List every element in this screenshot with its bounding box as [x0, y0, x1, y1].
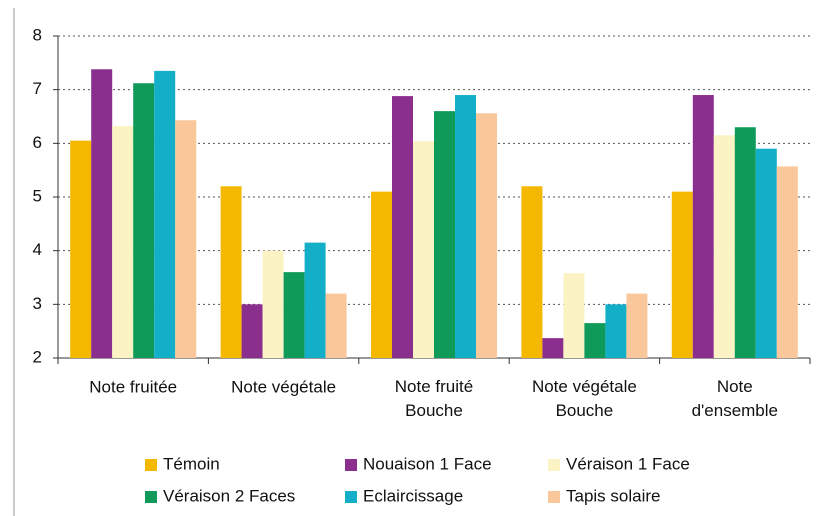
bar	[563, 273, 585, 358]
x-tick-label: Note fruitée	[89, 377, 177, 396]
bar	[325, 293, 347, 358]
bar	[154, 70, 176, 358]
bar	[755, 148, 777, 358]
legend-label: Nouaison 1 Face	[363, 454, 492, 473]
y-tick-label: 5	[33, 186, 42, 205]
bar	[70, 140, 92, 358]
bar	[220, 186, 242, 358]
y-tick-label: 7	[33, 79, 42, 98]
x-tick-label: Note fruité Bouche	[395, 377, 473, 420]
legend-swatch	[548, 459, 560, 471]
bar	[626, 293, 648, 358]
x-tick-label: Note d'ensemble	[692, 377, 778, 420]
bar	[112, 126, 134, 358]
bar	[671, 191, 693, 358]
legend-label: Véraison 2 Faces	[163, 486, 295, 505]
bar	[713, 135, 735, 358]
bar	[605, 304, 627, 358]
y-tick-label: 4	[33, 240, 42, 259]
legend-label: Véraison 1 Face	[566, 454, 690, 473]
bar	[692, 95, 714, 359]
bar	[521, 186, 543, 358]
bar	[133, 83, 155, 358]
legend-label: Témoin	[163, 454, 220, 473]
bar	[304, 242, 326, 358]
legend-swatch	[145, 491, 157, 503]
bar	[175, 120, 197, 358]
y-tick-label: 8	[33, 25, 42, 44]
bar	[262, 250, 284, 358]
bar	[584, 323, 606, 358]
bar	[455, 95, 476, 359]
x-tick-label: Note végétale Bouche	[532, 377, 637, 420]
legend-label: Eclaircissage	[363, 486, 463, 505]
y-tick-label: 3	[33, 294, 42, 313]
legend-swatch	[145, 459, 157, 471]
y-tick-label: 6	[33, 133, 42, 152]
bar	[371, 191, 392, 358]
legend-swatch	[548, 491, 560, 503]
bar	[241, 304, 263, 358]
bar	[476, 113, 497, 358]
bar	[776, 166, 798, 358]
legend-swatch	[345, 459, 357, 471]
x-tick-label: Note végétale	[231, 377, 336, 396]
bar	[283, 272, 305, 358]
bar	[413, 141, 434, 358]
bar	[434, 111, 455, 358]
legend-label: Tapis solaire	[566, 486, 661, 505]
legend-swatch	[345, 491, 357, 503]
bar	[734, 127, 756, 358]
y-tick-label: 2	[33, 347, 42, 366]
bar	[91, 69, 113, 359]
bar	[542, 338, 564, 358]
bar	[392, 96, 413, 359]
